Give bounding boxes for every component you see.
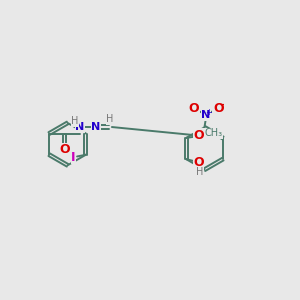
Text: CH₃: CH₃ xyxy=(204,128,222,138)
Text: N: N xyxy=(201,110,211,120)
Text: H: H xyxy=(196,167,203,177)
Text: H: H xyxy=(71,116,79,126)
Text: N: N xyxy=(75,122,84,132)
Text: H: H xyxy=(106,114,113,124)
Text: O: O xyxy=(193,156,204,169)
Text: O: O xyxy=(59,143,70,156)
Text: N: N xyxy=(91,122,100,132)
Text: O: O xyxy=(188,102,199,115)
Text: +: + xyxy=(206,107,212,116)
Text: O: O xyxy=(213,102,224,115)
Text: -: - xyxy=(220,100,224,110)
Text: I: I xyxy=(71,151,76,164)
Text: O: O xyxy=(193,129,204,142)
